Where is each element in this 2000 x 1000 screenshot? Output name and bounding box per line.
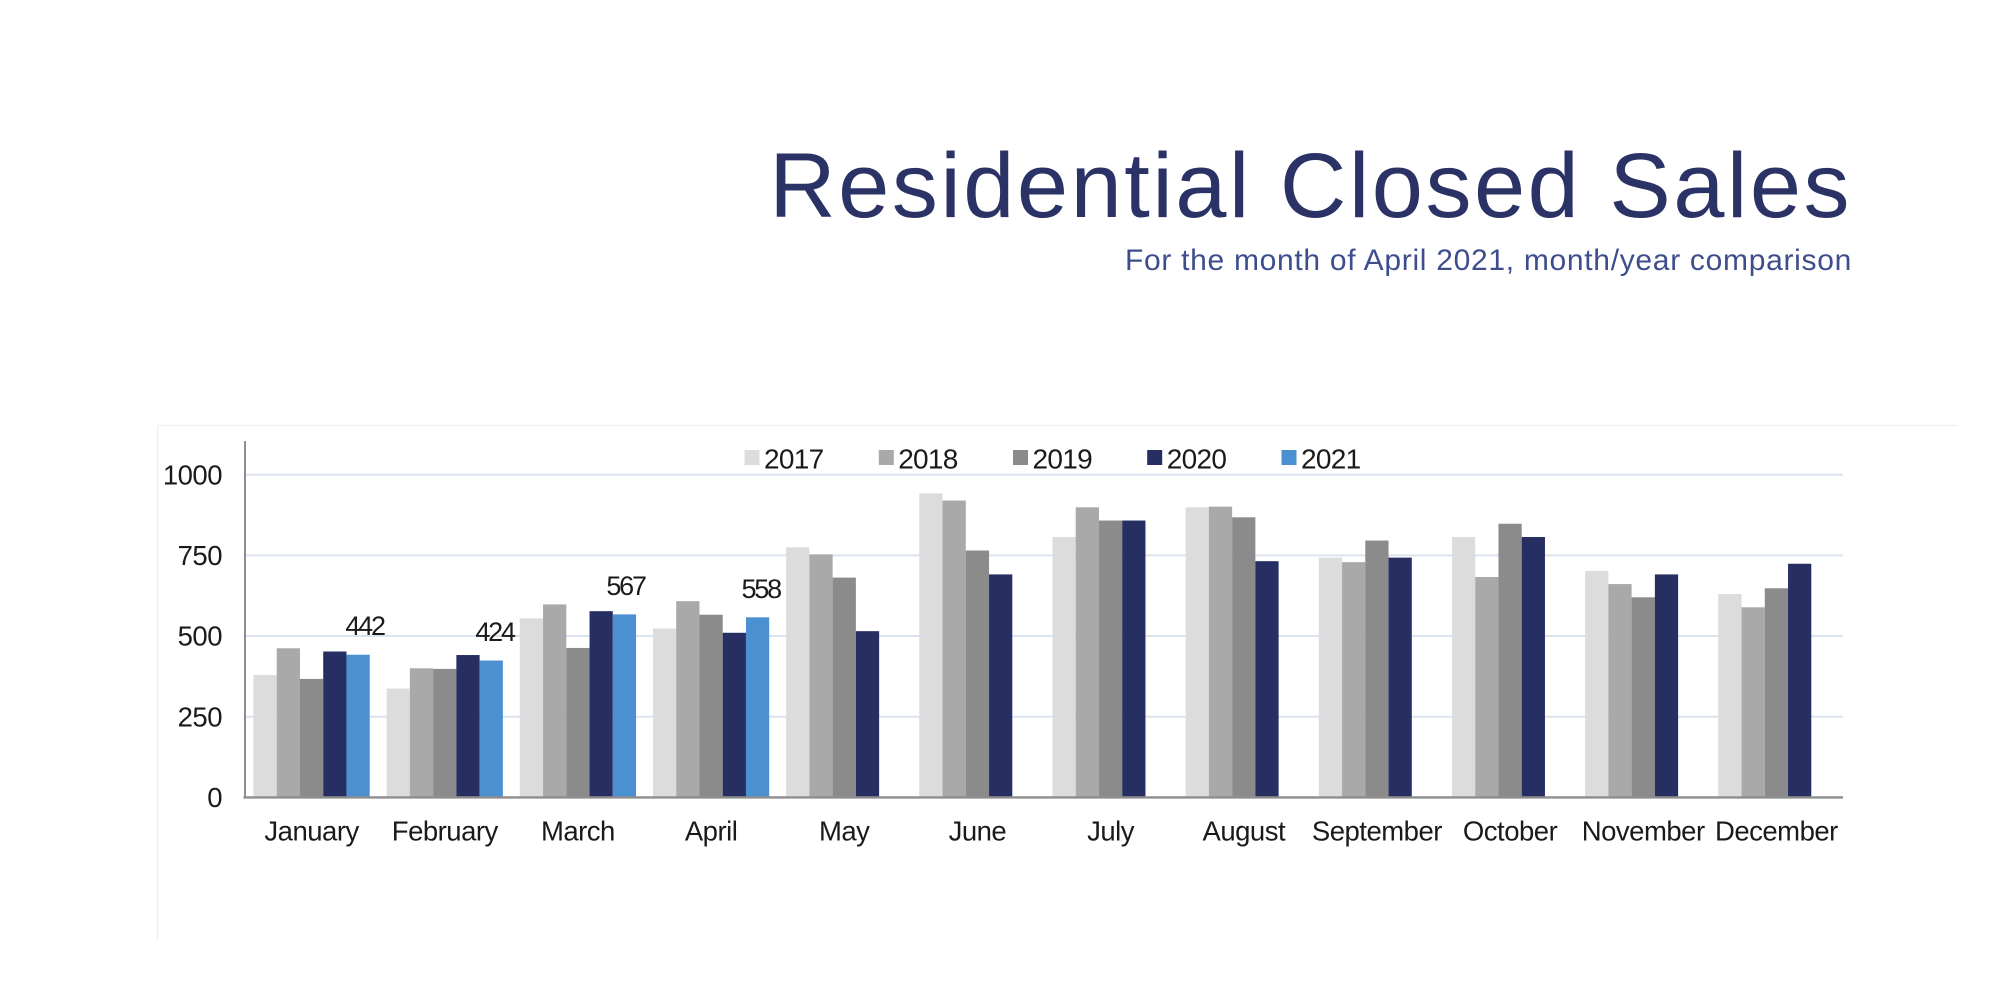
svg-text:September: September bbox=[1312, 816, 1442, 847]
svg-text:424: 424 bbox=[475, 617, 516, 647]
svg-text:2020: 2020 bbox=[1167, 443, 1227, 474]
svg-text:250: 250 bbox=[178, 701, 223, 732]
svg-text:2021: 2021 bbox=[1301, 443, 1361, 474]
svg-text:March: March bbox=[541, 816, 615, 847]
svg-text:For the month of April 2021, m: For the month of April 2021, month/year … bbox=[1125, 244, 1852, 277]
svg-text:May: May bbox=[819, 816, 870, 847]
svg-text:2019: 2019 bbox=[1033, 443, 1093, 474]
svg-text:558: 558 bbox=[741, 574, 781, 604]
svg-text:December: December bbox=[1715, 816, 1838, 847]
svg-text:1000: 1000 bbox=[163, 459, 222, 490]
svg-text:April: April bbox=[685, 816, 738, 847]
svg-text:Residential Closed Sales: Residential Closed Sales bbox=[769, 135, 1852, 237]
svg-text:June: June bbox=[949, 816, 1007, 847]
svg-text:442: 442 bbox=[345, 611, 385, 641]
svg-text:July: July bbox=[1087, 816, 1135, 847]
svg-text:November: November bbox=[1582, 816, 1705, 847]
svg-text:750: 750 bbox=[178, 540, 223, 571]
svg-text:0: 0 bbox=[207, 782, 222, 813]
svg-text:February: February bbox=[392, 816, 499, 847]
svg-text:567: 567 bbox=[606, 571, 646, 601]
svg-text:October: October bbox=[1463, 816, 1558, 847]
svg-text:500: 500 bbox=[178, 621, 223, 652]
svg-text:2017: 2017 bbox=[764, 443, 824, 474]
svg-text:2018: 2018 bbox=[898, 443, 958, 474]
svg-text:August: August bbox=[1202, 816, 1285, 847]
svg-text:January: January bbox=[264, 816, 359, 847]
